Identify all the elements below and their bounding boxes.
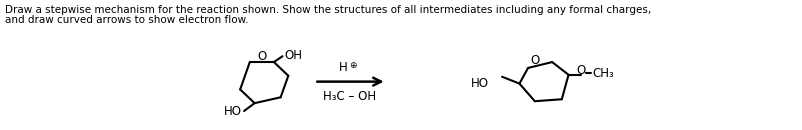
Text: and draw curved arrows to show electron flow.: and draw curved arrows to show electron …	[6, 15, 249, 25]
Text: O: O	[529, 54, 539, 67]
Text: H₃C – OH: H₃C – OH	[323, 90, 376, 103]
Text: OH: OH	[284, 49, 302, 62]
Text: ⊕: ⊕	[349, 60, 356, 70]
Text: HO: HO	[470, 77, 488, 90]
Text: O: O	[257, 50, 266, 63]
Text: CH₃: CH₃	[592, 67, 614, 80]
Text: O: O	[576, 64, 585, 77]
Text: Draw a stepwise mechanism for the reaction shown. Show the structures of all int: Draw a stepwise mechanism for the reacti…	[6, 5, 650, 15]
Text: H: H	[338, 61, 347, 74]
Text: HO: HO	[224, 105, 242, 118]
